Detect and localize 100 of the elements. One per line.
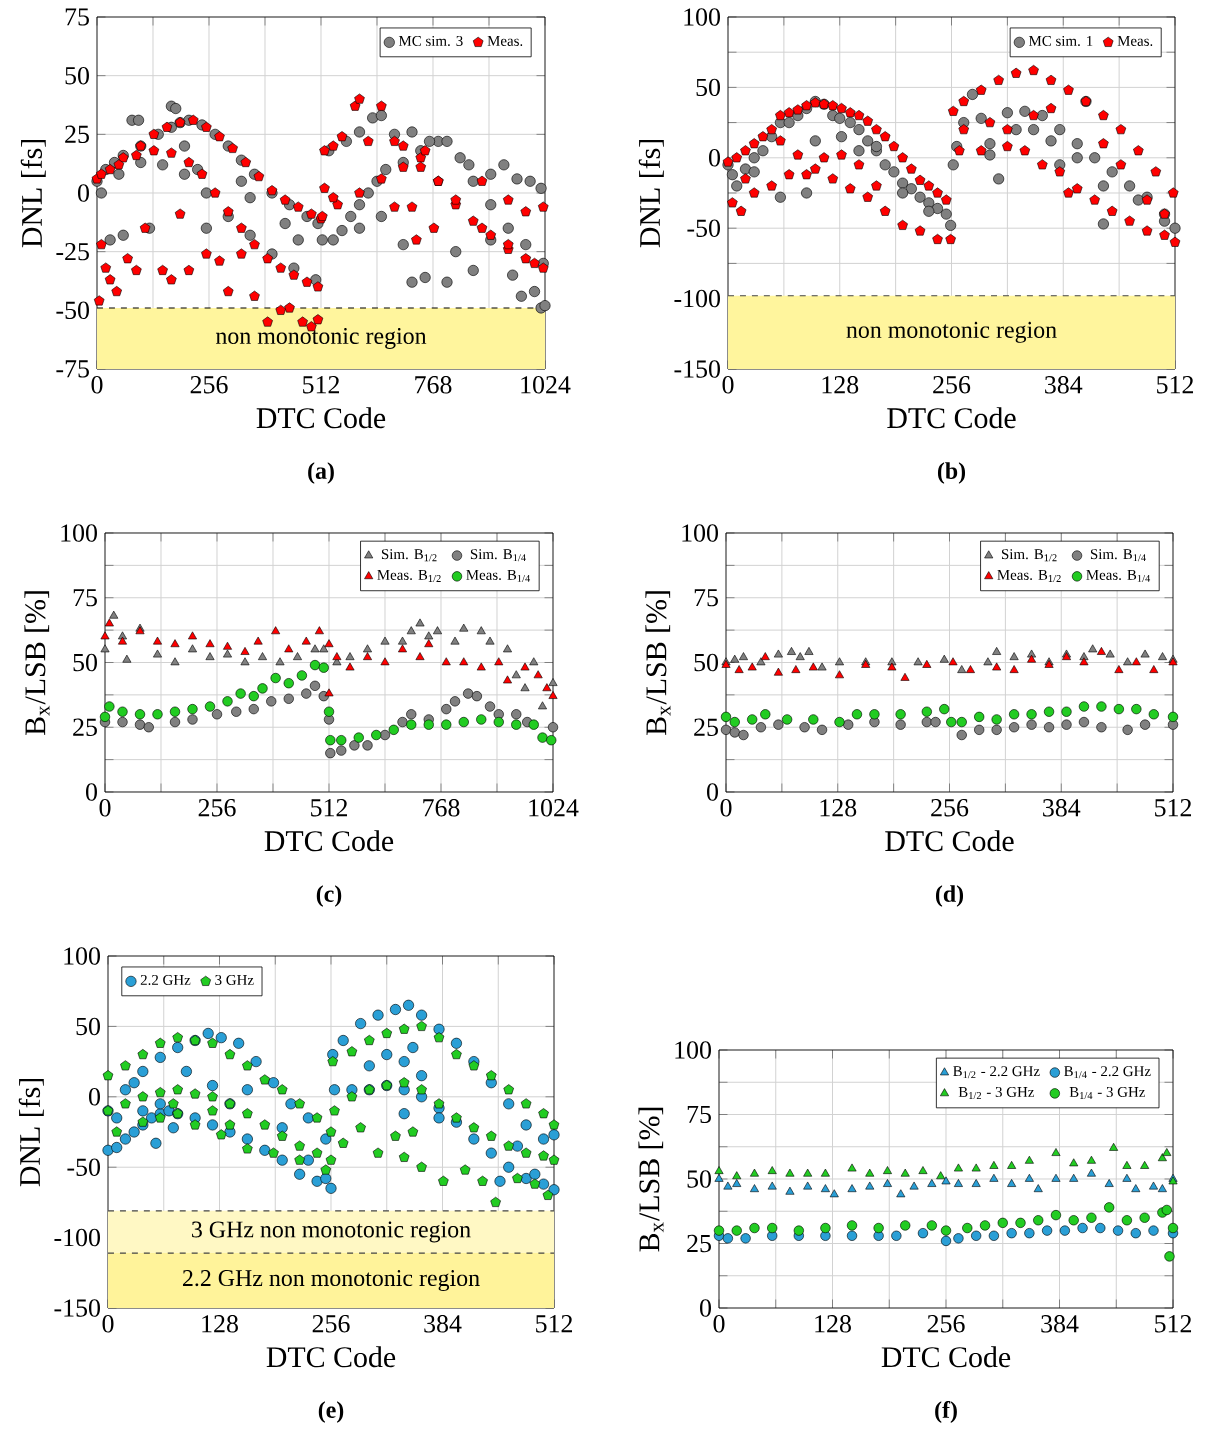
y-tick-label: 25 (687, 1234, 711, 1253)
y-tick-label: 100 (684, 8, 720, 26)
y-tick-label: -100 (54, 1228, 100, 1247)
y-axis-title: DNL [fs] (20, 140, 46, 248)
y-tick-label: 0 (89, 1088, 100, 1106)
x-axis-title: DTC Code (264, 830, 394, 852)
x-tick-label: 512 (303, 376, 340, 394)
legend-label: Sim. B$_{1/4}$ (470, 549, 526, 562)
x-tick-label: 384 (1045, 376, 1083, 394)
y-tick-label: -150 (674, 360, 720, 378)
y-tick-label: -50 (56, 301, 89, 320)
legend-label: Meas. (487, 35, 523, 46)
x-tick-label: 256 (198, 799, 236, 817)
text: (b) (937, 462, 966, 484)
y-tick-label: 100 (682, 524, 718, 542)
x-tick-label: 512 (536, 1315, 573, 1333)
y-tick-label: 0 (709, 149, 720, 167)
y-tick-label: -100 (674, 289, 720, 308)
band-label: non monotonic region (215, 327, 427, 349)
legend-label: 3 GHz (215, 974, 254, 985)
legend-label: B$_{1/2}$ - 3 GHz (958, 1086, 1035, 1100)
y-tick-label: -150 (54, 1299, 100, 1317)
legend-label: B$_{1/4}$ - 3 GHz (1069, 1086, 1145, 1100)
y-tick-label: 0 (86, 783, 97, 801)
legend-label: Meas. B$_{1/2}$ (377, 569, 441, 582)
x-tick-label: 128 (202, 1315, 238, 1333)
x-tick-label: 0 (720, 799, 732, 817)
y-tick-label: 100 (675, 1041, 711, 1059)
x-tick-label: 384 (424, 1315, 462, 1333)
x-axis-title: DTC Code (266, 1346, 396, 1368)
band-label: 3 GHz non monotonic region (192, 1221, 471, 1243)
legend-label: Sim. B$_{1/2}$ (1001, 549, 1057, 562)
y-tick-label: 75 (687, 1105, 711, 1124)
x-tick-label: 256 (312, 1315, 350, 1333)
y-tick-label: -50 (687, 219, 720, 237)
y-axis-title: DNL [fs] (638, 140, 664, 248)
x-tick-label: 512 (1155, 1315, 1192, 1333)
x-tick-label: 0 (102, 1315, 114, 1333)
x-tick-label: 256 (927, 1315, 965, 1333)
legend-label: Sim. B$_{1/2}$ (381, 549, 437, 562)
text: (c) (316, 885, 342, 907)
legend-label: Meas. B$_{1/4}$ (1086, 569, 1151, 582)
legend-label: B$_{1/4}$ - 2.2 GHz (1064, 1066, 1151, 1079)
legend-label: Meas. B$_{1/2}$ (997, 569, 1061, 582)
y-tick-label: 25 (694, 718, 718, 736)
x-tick-label: 0 (99, 799, 111, 817)
y-tick-label: -75 (56, 360, 89, 378)
y-tick-label: 0 (707, 783, 718, 801)
y-tick-label: 0 (78, 184, 89, 202)
x-tick-label: 512 (1157, 376, 1194, 394)
x-tick-label: 128 (820, 799, 857, 817)
y-tick-label: 0 (700, 1299, 711, 1317)
x-tick-label: 384 (1041, 1315, 1079, 1333)
x-tick-label: 128 (822, 376, 859, 394)
x-axis-title: DTC Code (887, 407, 1016, 429)
y-tick-label: 25 (73, 718, 97, 736)
legend-label: MC sim. 1 (1028, 35, 1093, 47)
y-tick-label: 50 (696, 78, 720, 97)
x-tick-label: 256 (931, 799, 969, 817)
y-tick-label: 75 (694, 589, 718, 607)
x-axis-title: DTC Code (256, 407, 386, 429)
legend-label: Sim. B$_{1/4}$ (1090, 549, 1146, 562)
text: (d) (935, 885, 964, 907)
x-tick-label: 512 (311, 799, 348, 817)
y-tick-label: 50 (65, 66, 89, 85)
y-tick-label: 50 (694, 653, 718, 672)
y-tick-label: 100 (64, 947, 100, 965)
text: (f) (935, 1401, 957, 1423)
legend-label: Meas. B$_{1/4}$ (466, 569, 531, 582)
y-tick-label: 100 (61, 524, 97, 542)
y-tick-label: 25 (65, 125, 89, 144)
x-tick-label: 0 (722, 376, 734, 394)
x-tick-label: 768 (415, 376, 452, 394)
y-tick-label: 50 (76, 1017, 100, 1036)
y-tick-label: -50 (67, 1158, 100, 1176)
x-tick-label: 512 (1155, 799, 1192, 817)
x-axis-title: DTC Code (885, 830, 1014, 852)
y-tick-label: 75 (73, 589, 97, 607)
band-label: non monotonic region (846, 321, 1057, 343)
y-tick-label: 75 (65, 8, 89, 26)
x-tick-label: 1024 (529, 799, 579, 817)
x-tick-label: 384 (1043, 799, 1081, 817)
x-axis-title: DTC Code (881, 1346, 1011, 1368)
x-tick-label: 128 (815, 1315, 851, 1333)
legend-label: Meas. (1117, 35, 1153, 46)
y-tick-label: 50 (687, 1170, 711, 1188)
y-axis-title: B$_{x}$/LSB [%] (645, 591, 671, 736)
text: (e) (318, 1401, 344, 1423)
y-axis-title: DNL [fs] (18, 1079, 44, 1187)
y-axis-title: B$_{x}$/LSB [%] (638, 1107, 664, 1252)
band-label: 2.2 GHz non monotonic region (182, 1270, 480, 1292)
y-tick-label: 50 (73, 653, 97, 672)
y-axis-title: B$_{x}$/LSB [%] (24, 591, 50, 736)
x-tick-label: 256 (190, 376, 228, 394)
x-tick-label: 1024 (521, 376, 571, 394)
y-tick-label: -25 (56, 242, 89, 261)
x-tick-label: 768 (423, 799, 460, 817)
legend-label: 2.2 GHz (140, 974, 191, 986)
x-tick-label: 256 (933, 376, 971, 394)
text: (a) (308, 462, 334, 484)
